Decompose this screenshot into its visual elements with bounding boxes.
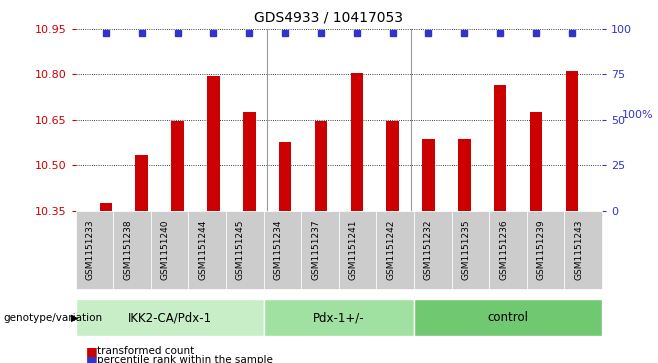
Bar [458,139,470,211]
Bar [171,121,184,211]
Text: ■: ■ [86,354,97,363]
Bar [494,85,507,211]
Bar [136,155,148,211]
Bar [530,112,542,211]
Text: percentile rank within the sample: percentile rank within the sample [97,355,273,363]
Text: ▶: ▶ [71,313,78,323]
Text: IKK2-CA/Pdx-1: IKK2-CA/Pdx-1 [128,311,212,324]
Bar [279,143,291,211]
Y-axis label: 100%: 100% [622,110,653,120]
Bar [99,203,112,211]
Bar [422,139,435,211]
Text: GSM1151244: GSM1151244 [198,219,207,280]
Text: genotype/variation: genotype/variation [3,313,103,323]
Text: transformed count: transformed count [97,346,195,356]
Text: GSM1151243: GSM1151243 [574,219,583,280]
Text: Pdx-1+/-: Pdx-1+/- [313,311,365,324]
Text: GSM1151235: GSM1151235 [461,219,470,280]
Text: GSM1151232: GSM1151232 [424,219,433,280]
Bar [351,73,363,211]
Text: GSM1151233: GSM1151233 [86,219,95,280]
Bar [315,121,327,211]
Bar [207,76,220,211]
Bar [386,121,399,211]
Text: GDS4933 / 10417053: GDS4933 / 10417053 [255,11,403,25]
Text: GSM1151245: GSM1151245 [236,219,245,280]
Text: GSM1151236: GSM1151236 [499,219,508,280]
Text: GSM1151240: GSM1151240 [161,219,170,280]
Text: GSM1151237: GSM1151237 [311,219,320,280]
Bar [243,112,255,211]
Text: GSM1151238: GSM1151238 [123,219,132,280]
Text: ■: ■ [86,345,97,358]
Text: GSM1151242: GSM1151242 [386,219,395,280]
Text: control: control [488,311,528,324]
Bar [566,72,578,211]
Text: GSM1151239: GSM1151239 [537,219,545,280]
Text: GSM1151234: GSM1151234 [274,219,282,280]
Text: GSM1151241: GSM1151241 [349,219,358,280]
